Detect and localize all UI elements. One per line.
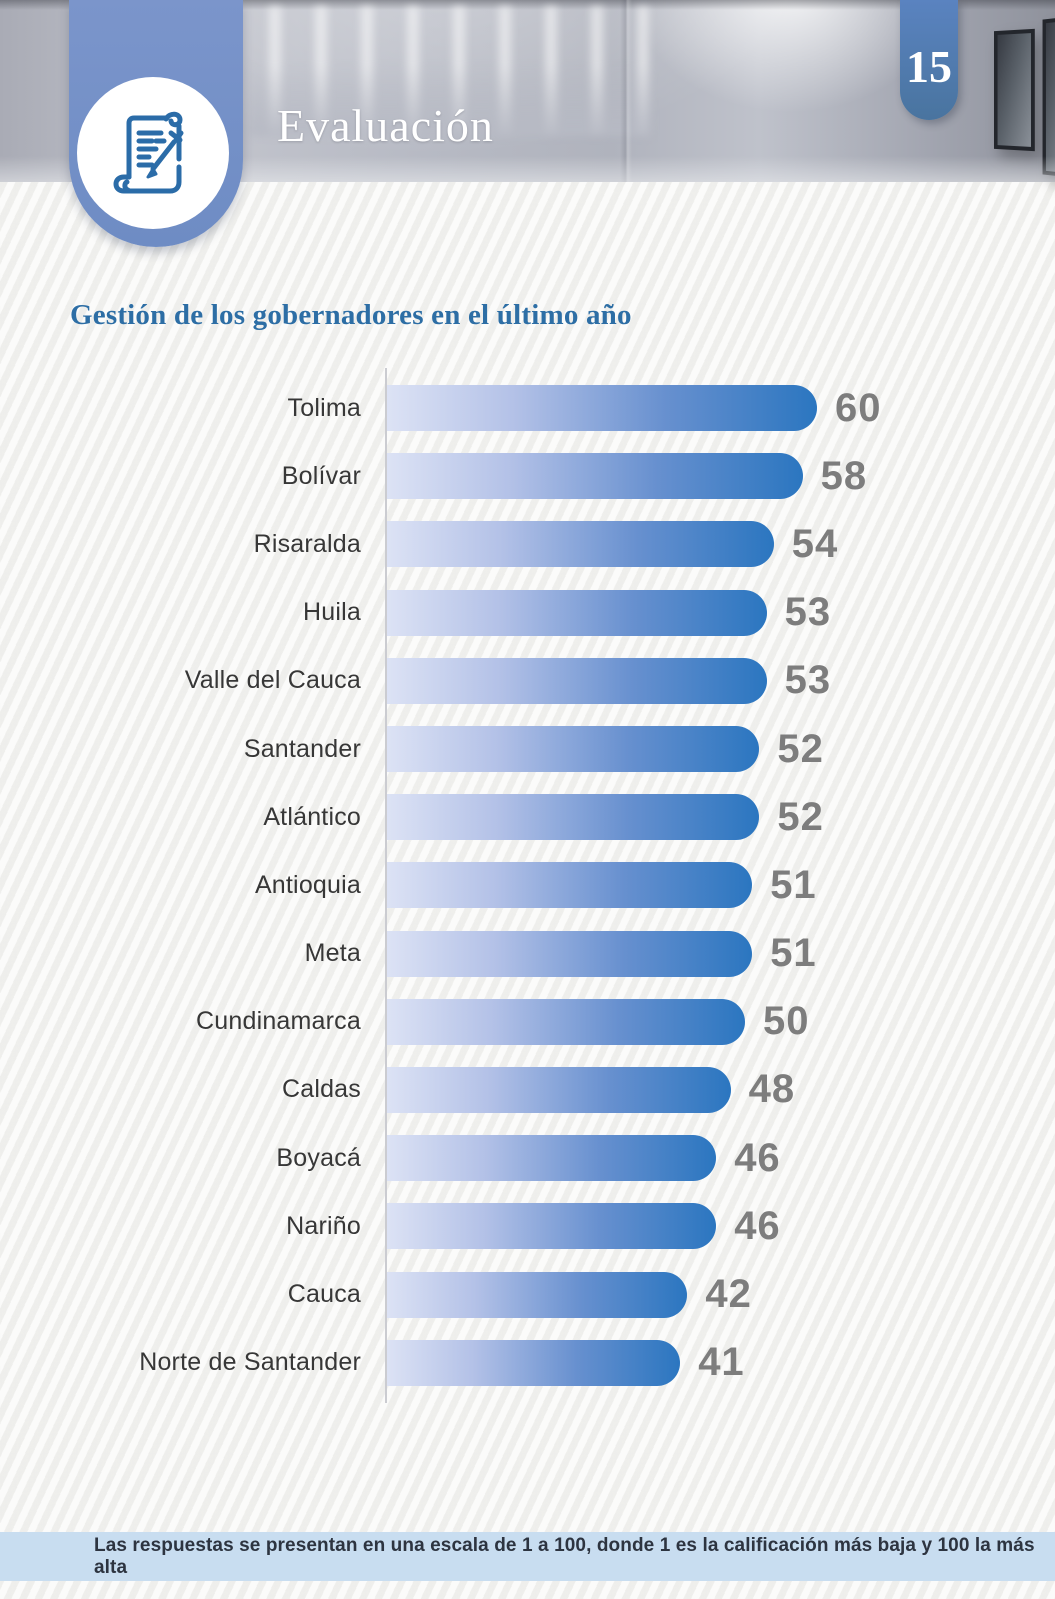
- bar-track: 52: [385, 715, 1000, 783]
- category-label: Boyacá: [276, 1143, 361, 1172]
- bar: [385, 521, 774, 568]
- chart-row: Risaralda 54: [70, 510, 1000, 578]
- footer-note-bar: Las respuestas se presentan en una escal…: [0, 1532, 1055, 1581]
- bar-track: 48: [385, 1056, 1000, 1124]
- value-label: 50: [763, 999, 810, 1044]
- icon-circle: [77, 77, 229, 229]
- category-label: Bolívar: [281, 461, 361, 490]
- chart-row: Bolívar 58: [70, 442, 1000, 510]
- category-label: Tolima: [287, 393, 361, 422]
- value-label: 48: [748, 1067, 796, 1112]
- value-label: 46: [734, 1135, 781, 1180]
- bar-track: 58: [385, 442, 1000, 510]
- footer-note: Las respuestas se presentan en una escal…: [94, 1534, 1035, 1578]
- category-label: Risaralda: [253, 529, 361, 558]
- page-number: 15: [906, 41, 952, 92]
- chart-row: Atlántico 52: [70, 783, 1000, 851]
- value-label: 54: [791, 521, 839, 566]
- bar-track: 46: [385, 1124, 1000, 1192]
- bar-track: 51: [385, 920, 1000, 988]
- chart-row: Cauca 42: [70, 1260, 1000, 1328]
- document-pen-icon: [113, 111, 184, 194]
- bar: [385, 1339, 681, 1386]
- bar-track: 52: [385, 783, 1000, 851]
- bar: [385, 998, 745, 1045]
- category-label: Valle del Cauca: [184, 666, 361, 695]
- chart-row: Nariño 46: [70, 1192, 1000, 1260]
- category-label: Norte de Santander: [139, 1348, 361, 1377]
- bar: [385, 1271, 688, 1318]
- chart-row: Caldas 48: [70, 1056, 1000, 1124]
- value-label: 51: [770, 862, 817, 907]
- chart-rows: Tolima 60 Bolívar 58 Risaralda 54 Huila 53 Valle…: [70, 374, 1000, 1397]
- section-title: Evaluación: [277, 100, 494, 151]
- category-label: Cauca: [287, 1280, 361, 1309]
- wall-corner-seam: [620, 0, 632, 182]
- bar: [385, 930, 753, 977]
- value-label: 41: [698, 1340, 745, 1385]
- bar: [385, 385, 817, 432]
- category-label: Meta: [304, 939, 361, 968]
- bar: [385, 862, 753, 909]
- category-label: Antioquia: [254, 870, 361, 899]
- picture-frame: [1042, 16, 1055, 178]
- bar-track: 41: [385, 1329, 1000, 1397]
- picture-frame: [993, 28, 1035, 152]
- bar: [385, 453, 803, 500]
- value-label: 60: [835, 385, 882, 430]
- chart-row: Tolima 60: [70, 374, 1000, 442]
- bar: [385, 1066, 731, 1113]
- bar-track: 42: [385, 1260, 1000, 1328]
- bar-track: 50: [385, 988, 1000, 1056]
- value-label: 53: [784, 590, 832, 635]
- page-number-tab: 15: [900, 0, 958, 120]
- bar: [385, 1203, 717, 1250]
- value-label: 42: [705, 1272, 752, 1317]
- bar: [385, 1135, 717, 1182]
- chart-row: Norte de Santander 41: [70, 1329, 1000, 1397]
- category-label: Cundinamarca: [196, 1007, 361, 1036]
- chart-row: Cundinamarca 50: [70, 988, 1000, 1056]
- bar-track: 60: [385, 374, 1000, 442]
- chart-row: Antioquia 51: [70, 851, 1000, 919]
- bar-track: 46: [385, 1192, 1000, 1260]
- chart-row: Huila 53: [70, 579, 1000, 647]
- bar-chart: Tolima 60 Bolívar 58 Risaralda 54 Huila 53 Valle…: [70, 368, 1000, 1403]
- value-label: 52: [777, 794, 824, 839]
- chart-row: Santander 52: [70, 715, 1000, 783]
- bar-track: 53: [385, 647, 1000, 715]
- y-axis-line: [385, 368, 387, 1403]
- value-label: 53: [784, 658, 832, 703]
- value-label: 51: [770, 931, 817, 976]
- bar-track: 51: [385, 851, 1000, 919]
- ceiling-light-streaks: [250, 6, 650, 136]
- category-label: Atlántico: [263, 802, 361, 831]
- bar-track: 54: [385, 510, 1000, 578]
- chart-row: Meta 51: [70, 920, 1000, 988]
- category-label: Santander: [243, 734, 361, 763]
- category-label: Caldas: [281, 1075, 361, 1104]
- bar-track: 53: [385, 579, 1000, 647]
- category-label: Nariño: [286, 1211, 361, 1240]
- chart-row: Valle del Cauca 53: [70, 647, 1000, 715]
- value-label: 58: [820, 453, 868, 498]
- chart-title: Gestión de los gobernadores en el último…: [70, 299, 632, 331]
- bar: [385, 589, 767, 636]
- bar: [385, 794, 760, 841]
- category-label: Huila: [303, 598, 361, 627]
- bar: [385, 657, 767, 704]
- chart-row: Boyacá 46: [70, 1124, 1000, 1192]
- value-label: 52: [777, 726, 824, 771]
- bar: [385, 726, 760, 773]
- value-label: 46: [734, 1203, 781, 1248]
